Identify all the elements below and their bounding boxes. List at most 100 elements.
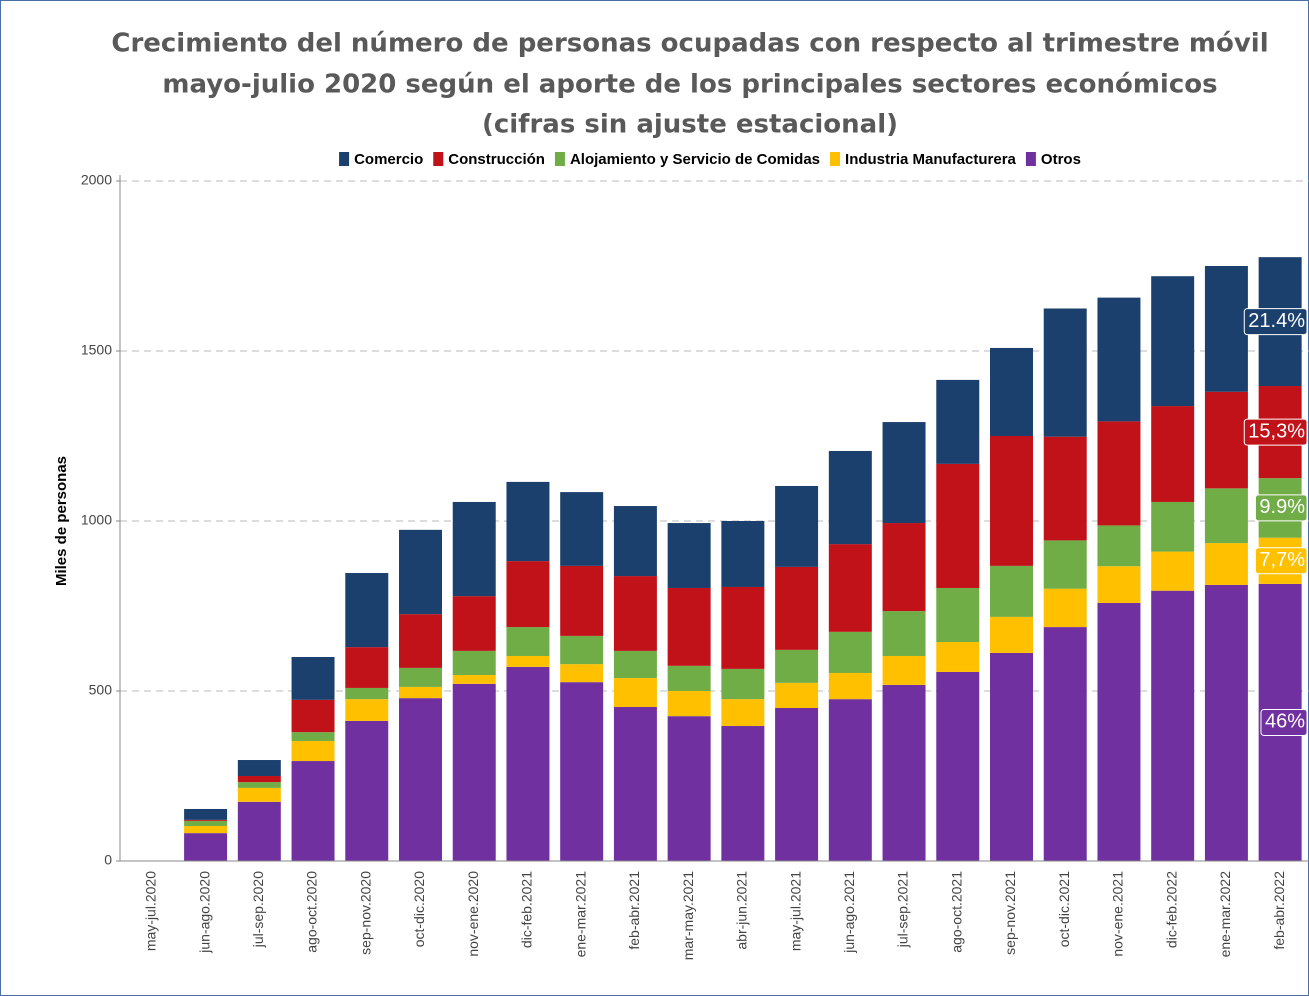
bar-segment bbox=[828, 450, 872, 545]
share-label-bg bbox=[1254, 547, 1308, 575]
y-tick-label: 1500 bbox=[81, 342, 112, 358]
bar-segment bbox=[1097, 421, 1141, 526]
bar-segment bbox=[936, 379, 980, 464]
legend-label: Construcción bbox=[448, 151, 545, 168]
bar-segment bbox=[452, 501, 496, 597]
bar-segment bbox=[506, 666, 550, 861]
x-tick-label: dic-feb.2021 bbox=[519, 871, 535, 948]
bar-segment bbox=[1204, 266, 1248, 392]
bar-segment bbox=[721, 668, 765, 700]
bar-segment bbox=[237, 801, 281, 861]
share-label: 46% bbox=[1265, 711, 1305, 733]
x-tick-label: sep-nov.2020 bbox=[357, 871, 373, 955]
bar-segment bbox=[506, 627, 550, 656]
bar-segment bbox=[237, 787, 281, 802]
bar-segment bbox=[1097, 525, 1141, 567]
bar-segment bbox=[1043, 308, 1087, 437]
bar-segment bbox=[1151, 406, 1195, 502]
share-label: 9.9% bbox=[1259, 496, 1305, 518]
bar-segment bbox=[184, 808, 228, 820]
bar-segment bbox=[345, 687, 389, 700]
y-axis-label: Miles de personas bbox=[53, 456, 70, 586]
share-label-group: 7,7% bbox=[1254, 547, 1308, 575]
bar-segment bbox=[882, 611, 926, 656]
bar-segment bbox=[828, 699, 872, 861]
legend-label: Industria Manufacturera bbox=[845, 151, 1017, 168]
x-tick-label: mar-may.2021 bbox=[680, 871, 696, 960]
legend-swatch bbox=[433, 152, 444, 166]
bar-segment bbox=[775, 708, 819, 861]
legend-swatch bbox=[339, 152, 350, 166]
chart-title: Crecimiento del número de personas ocupa… bbox=[111, 29, 1268, 59]
share-label-bg bbox=[1243, 308, 1308, 336]
x-tick-label: abr-jun.2021 bbox=[734, 871, 750, 950]
bar-segment bbox=[775, 649, 819, 683]
y-tick-label: 1000 bbox=[81, 512, 112, 528]
bar-segment bbox=[990, 652, 1033, 861]
bar-segment bbox=[184, 825, 228, 834]
bar-segment bbox=[721, 586, 765, 669]
bar-segment bbox=[345, 573, 389, 648]
x-tick-label: dic-feb.2022 bbox=[1163, 871, 1179, 948]
share-label-group: 9.9% bbox=[1254, 494, 1308, 522]
bar-segment bbox=[291, 699, 335, 733]
share-label: 21.4% bbox=[1248, 310, 1305, 332]
y-tick-label: 2000 bbox=[81, 172, 112, 188]
x-tick-label: nov-ene.2020 bbox=[465, 871, 481, 957]
bar-segment bbox=[560, 565, 604, 636]
bar-segment bbox=[990, 347, 1033, 436]
bar-segment bbox=[452, 683, 496, 861]
bar-segment bbox=[990, 436, 1033, 566]
bar-segment bbox=[345, 647, 389, 688]
x-tick-label: oct-dic.2020 bbox=[411, 871, 427, 947]
bar-segment bbox=[1151, 551, 1195, 591]
bar-segment bbox=[667, 587, 711, 666]
bar-segment bbox=[184, 820, 228, 826]
chart-title: (cifras sin ajuste estacional) bbox=[482, 110, 898, 140]
share-label-bg bbox=[1260, 708, 1308, 736]
x-tick-label: jul-sep.2021 bbox=[895, 871, 911, 948]
bar-segment bbox=[237, 782, 281, 788]
bar-segment bbox=[345, 699, 389, 721]
bar-segment bbox=[828, 631, 872, 673]
bar-segment bbox=[506, 655, 550, 667]
bar-segment bbox=[399, 686, 442, 699]
bar-segment bbox=[775, 566, 819, 650]
bar-segment bbox=[291, 761, 335, 861]
y-tick-label: 0 bbox=[104, 852, 112, 868]
bar-segment bbox=[990, 565, 1033, 617]
y-tick-label: 500 bbox=[89, 682, 113, 698]
legend-swatch bbox=[1025, 152, 1036, 166]
bar-segment bbox=[506, 561, 550, 628]
bar-segment bbox=[936, 671, 980, 861]
bar-segment bbox=[721, 726, 765, 861]
chart-title: mayo-julio 2020 según el aporte de los p… bbox=[162, 70, 1217, 100]
share-label-group: 21.4% bbox=[1243, 308, 1308, 336]
bar-segment bbox=[560, 635, 604, 665]
bar-segment bbox=[399, 698, 442, 861]
bar-segment bbox=[1097, 602, 1141, 861]
bar-segment bbox=[1151, 501, 1195, 552]
bar-segment bbox=[399, 529, 442, 615]
bar-segment bbox=[613, 706, 657, 861]
bar-segment bbox=[613, 678, 657, 707]
legend: Comercio Construcción Alojamiento y Servic… bbox=[339, 151, 1081, 168]
bar-segment bbox=[1204, 543, 1248, 585]
bar-segment bbox=[613, 576, 657, 651]
bar-segment bbox=[775, 485, 819, 567]
bar-segment bbox=[936, 463, 980, 588]
x-tick-label: ago-oct.2020 bbox=[304, 871, 320, 953]
bar-segment bbox=[667, 716, 711, 861]
bar-segment bbox=[237, 760, 281, 776]
bar-segment bbox=[560, 682, 604, 861]
bar-segment bbox=[1204, 488, 1248, 544]
bar-segment bbox=[936, 642, 980, 672]
share-label: 7,7% bbox=[1259, 549, 1305, 571]
bar-segment bbox=[452, 675, 496, 684]
x-tick-label: ago-oct.2021 bbox=[948, 871, 964, 953]
bar-segment bbox=[613, 506, 657, 577]
bar-segment bbox=[184, 833, 228, 861]
bar-segment bbox=[1043, 588, 1087, 628]
share-label-group: 15,3% bbox=[1243, 418, 1308, 446]
